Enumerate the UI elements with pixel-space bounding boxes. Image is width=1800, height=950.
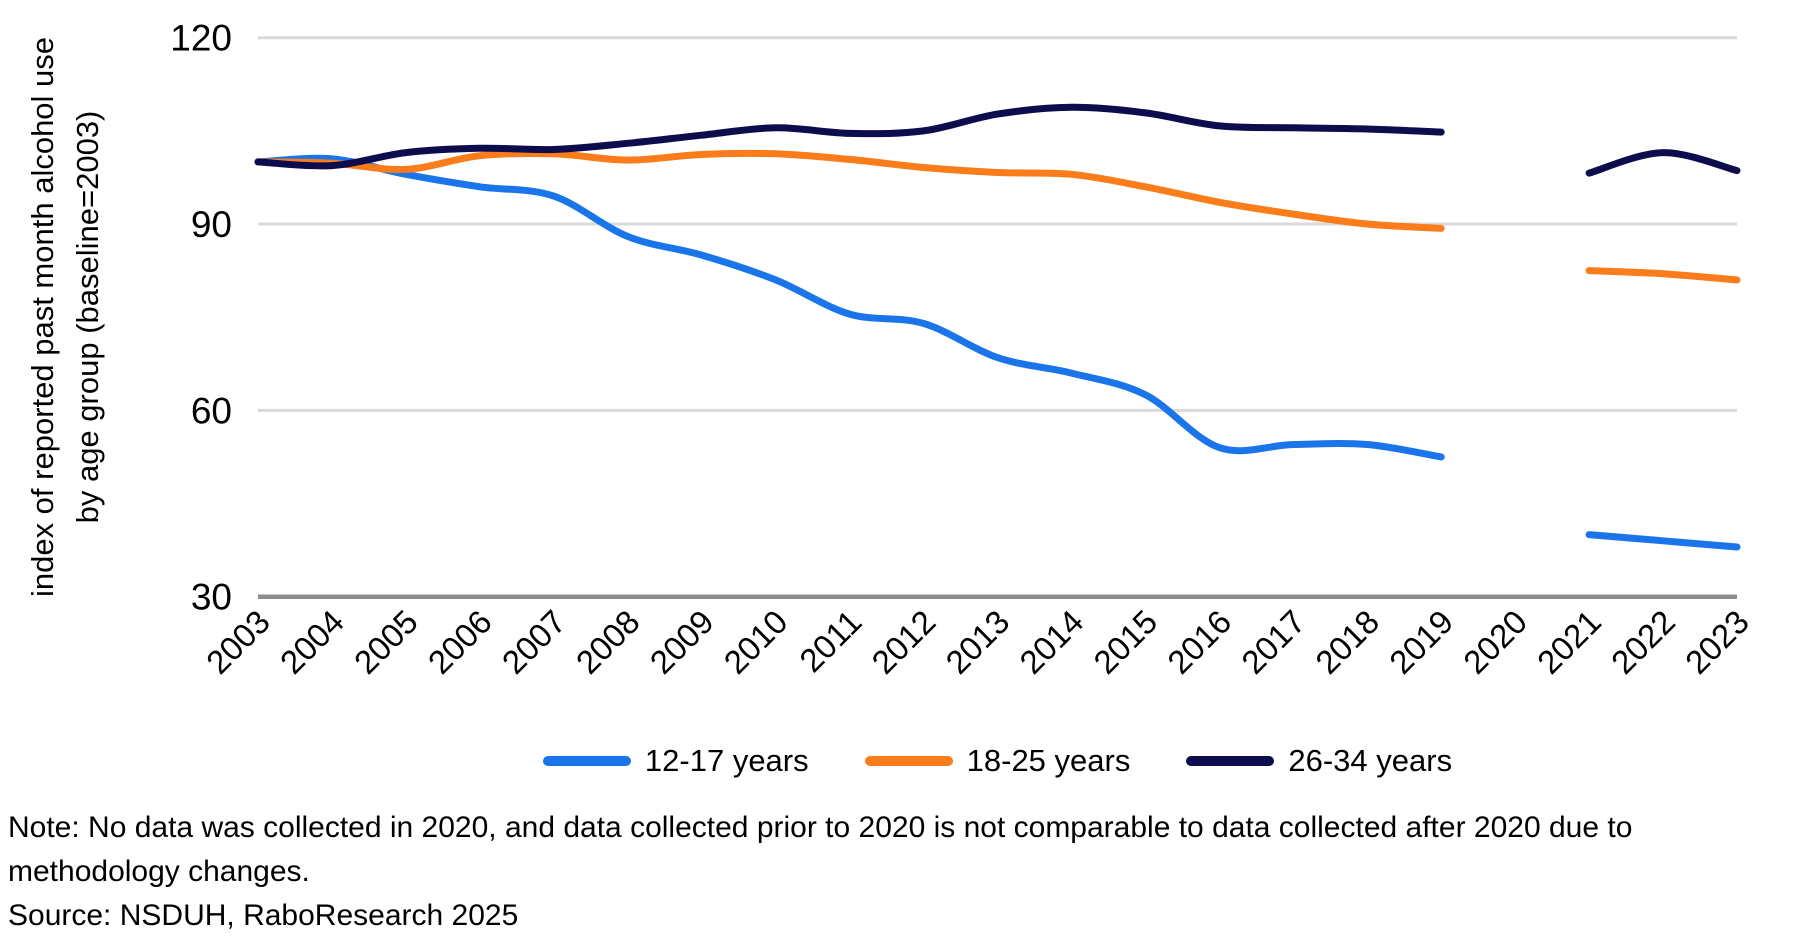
x-tick-label-2019: 2019 [1382,603,1460,681]
legend-item-18-25-years: 18-25 years [864,742,1131,779]
series-line-18-25-years [254,149,1445,232]
x-tick-label-2017: 2017 [1234,603,1312,681]
x-tick-label-2013: 2013 [938,603,1016,681]
x-tick-label-2007: 2007 [495,603,573,681]
x-tick-label-2014: 2014 [1012,603,1090,681]
legend-swatch-12-17-years [542,755,631,766]
x-tick-label-2011: 2011 [792,603,868,679]
series-line-12-17-years [1585,531,1741,551]
x-tick-label-2015: 2015 [1086,603,1164,681]
legend-label-26-34-years: 26-34 years [1288,743,1453,778]
series-line-18-25-years [1585,267,1741,284]
y-axis-title-line1: index of reported past month alcohol use [25,36,61,598]
note-line-2: methodology changes. [8,855,310,888]
y-axis-title-line2: by age group (baseline=2003) [70,110,105,524]
x-tick-label-2022: 2022 [1604,603,1682,681]
y-axis-title: index of reported past month alcohol use… [21,37,111,597]
x-tick-label-2004: 2004 [273,603,351,681]
x-tick-label-2016: 2016 [1160,603,1238,681]
y-tick-label-60: 60 [191,390,232,431]
legend-item-26-34-years: 26-34 years [1186,742,1452,779]
series-line-26-34-years [1585,149,1741,177]
series-line-26-34-years [254,103,1445,170]
series-line-12-17-years [254,154,1445,461]
y-tick-label-120: 120 [170,18,232,59]
x-tick-label-2010: 2010 [717,603,795,681]
legend-swatch-18-25-years [864,755,953,766]
x-tick-label-2012: 2012 [864,603,942,681]
legend-label-18-25-years: 18-25 years [966,743,1131,778]
x-tick-label-2023: 2023 [1678,603,1756,681]
footnote: Note: No data was collected in 2020, and… [8,806,1632,938]
note-line-1: Note: No data was collected in 2020, and… [8,811,1633,844]
legend-swatch-26-34-years [1186,755,1275,766]
x-tick-label-2008: 2008 [569,603,647,681]
x-tick-label-2005: 2005 [347,603,425,681]
legend-item-12-17-years: 12-17 years [542,742,809,779]
x-tick-label-2006: 2006 [421,603,499,681]
source-line: Source: NSDUH, RaboResearch 2025 [8,899,519,932]
x-tick-label-2020: 2020 [1456,603,1534,681]
y-tick-label-30: 30 [191,577,232,618]
x-tick-label-2021: 2021 [1530,603,1608,681]
y-tick-label-90: 90 [191,204,232,245]
x-tick-label-2018: 2018 [1308,603,1386,681]
legend: 12-17 years 18-25 years 26-34 years [258,742,1737,779]
x-tick-label-2009: 2009 [643,603,721,681]
legend-label-12-17-years: 12-17 years [644,743,809,778]
